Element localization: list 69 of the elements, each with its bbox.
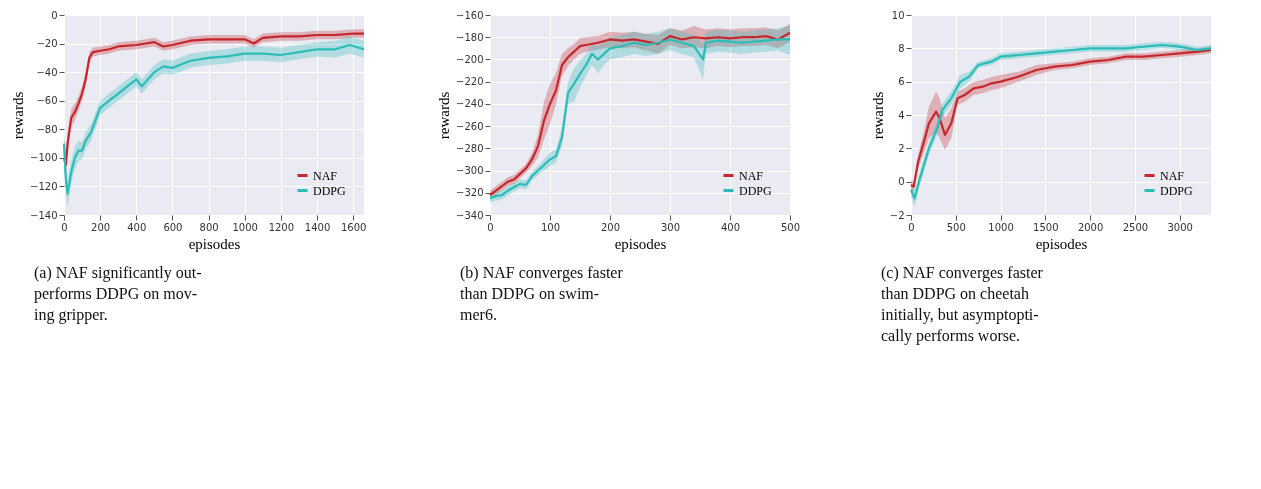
text: ing gripper. [34,306,108,324]
x-tick-label: 1200 [268,221,295,233]
y-tick-label: −20 [36,38,58,50]
text: than DDPG on cheetah [881,285,1029,302]
text: performs DDPG on mov- [34,285,198,303]
text: mer6. [460,306,497,323]
y-tick-label: 0 [898,176,905,188]
y-tick-label: −240 [456,98,484,110]
text: initially, but asymptopti- [881,306,1039,324]
x-tick-label: 1000 [232,221,258,233]
y-tick-label: −60 [36,95,58,107]
y-tick-label: −260 [456,120,484,132]
x-tick-label: 600 [163,221,183,233]
y-tick-label: −2 [889,209,905,221]
x-tick-label: 1600 [340,221,367,233]
y-tick-label: −200 [456,53,484,65]
x-tick-label: 400 [127,221,147,233]
y-tick-label: −300 [456,165,484,177]
text: (b) NAF converges faster [460,264,624,282]
x-tick-label: 800 [199,221,219,233]
y-axis-title: rewards [10,91,27,140]
x-tick-label: 400 [720,221,741,233]
x-axis-title: episodes [614,235,667,252]
legend-label: NAF [313,168,338,183]
y-tick-label: −160 [456,9,484,21]
legend-label: NAF [739,168,764,183]
y-tick-label: −120 [30,180,58,192]
x-tick-label: 100 [540,221,561,233]
y-tick-label: −80 [36,123,58,135]
x-tick-label: 2500 [1122,221,1149,233]
y-tick-label: −140 [30,209,58,221]
x-tick-label: 300 [660,221,681,233]
y-tick-label: −220 [456,76,484,88]
y-tick-label: −320 [456,187,484,199]
y-tick-label: 0 [51,9,58,21]
y-tick-label: −180 [456,31,484,43]
y-tick-label: −280 [456,142,484,154]
x-axis-title: episodes [1035,235,1088,252]
x-tick-label: 500 [780,221,801,233]
x-tick-label: 200 [600,221,621,233]
x-tick-label: 2000 [1077,221,1104,233]
legend-label: DDPG [739,183,773,198]
x-tick-label: 0 [487,221,494,233]
x-tick-label: 0 [61,221,68,233]
y-tick-label: 8 [898,42,905,54]
text: (a) NAF significantly out- [34,264,202,282]
x-tick-label: 500 [946,221,966,233]
y-tick-label: 4 [898,109,905,121]
y-tick-label: −40 [36,66,58,78]
text: than DDPG on swim- [460,285,600,302]
x-tick-label: 1500 [1033,221,1059,233]
text: cally performs worse. [881,327,1021,345]
x-axis-title: episodes [188,235,241,252]
x-tick-label: 200 [91,221,111,233]
legend-label: DDPG [1160,183,1194,198]
x-tick-label: 1400 [304,221,331,233]
text: (c) NAF converges faster [881,264,1044,282]
legend-label: DDPG [313,183,347,198]
y-tick-label: 6 [898,76,905,88]
y-tick-label: −100 [30,152,58,164]
x-tick-label: 3000 [1167,221,1193,233]
y-axis-title: rewards [869,91,886,140]
y-tick-label: −340 [456,209,484,221]
y-axis-title: rewards [436,91,453,140]
y-tick-label: 2 [898,142,905,154]
legend-label: NAF [1160,168,1185,183]
y-tick-label: 10 [891,9,905,21]
x-tick-label: 0 [908,221,915,233]
x-tick-label: 1000 [988,221,1014,233]
